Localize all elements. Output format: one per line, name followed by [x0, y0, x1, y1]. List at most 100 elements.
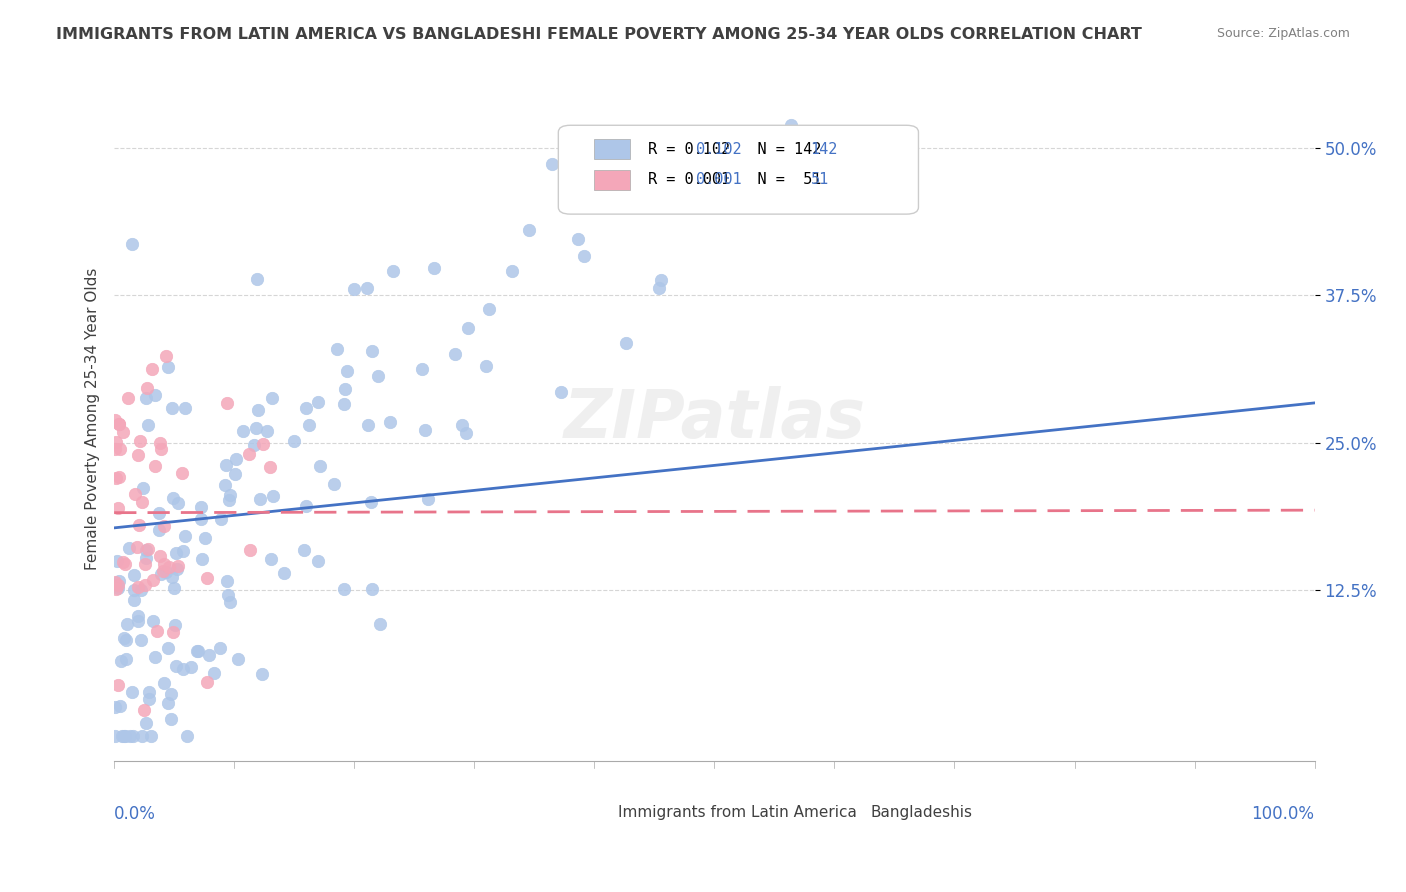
- Point: [112, 555, 135, 569]
- Point: [162, 491, 184, 506]
- Point: [659, 133, 682, 147]
- Point: [165, 618, 187, 632]
- Point: [475, 359, 498, 373]
- Point: [628, 173, 651, 187]
- Point: [174, 529, 197, 543]
- Point: [127, 609, 149, 624]
- Point: [149, 435, 172, 450]
- Point: [336, 364, 359, 378]
- Text: Bangladeshis: Bangladeshis: [870, 805, 973, 820]
- Point: [198, 648, 221, 662]
- Point: [217, 396, 239, 410]
- Point: [239, 542, 262, 557]
- Point: [326, 343, 349, 357]
- Point: [114, 558, 136, 572]
- Point: [294, 499, 316, 513]
- Point: [381, 264, 404, 278]
- Point: [120, 729, 142, 743]
- Point: [121, 685, 143, 699]
- Point: [333, 382, 356, 396]
- Point: [122, 583, 145, 598]
- Point: [108, 698, 131, 713]
- Point: [104, 729, 127, 743]
- Point: [246, 402, 269, 417]
- Point: [779, 118, 801, 132]
- Point: [224, 467, 246, 482]
- Point: [108, 574, 131, 589]
- Point: [127, 581, 149, 595]
- Point: [215, 458, 238, 472]
- Point: [190, 512, 212, 526]
- Point: [454, 425, 477, 440]
- Bar: [576, 798, 606, 826]
- Point: [283, 434, 305, 449]
- Point: [114, 729, 136, 743]
- Point: [143, 459, 166, 474]
- Point: [129, 434, 152, 449]
- Point: [155, 565, 177, 579]
- Point: [411, 361, 433, 376]
- Point: [150, 442, 173, 457]
- Point: [202, 666, 225, 681]
- Point: [218, 493, 240, 508]
- Point: [648, 280, 671, 294]
- Point: [252, 436, 274, 450]
- Point: [157, 560, 180, 574]
- Point: [117, 541, 139, 556]
- Point: [191, 552, 214, 566]
- Point: [187, 644, 209, 658]
- Point: [162, 570, 184, 584]
- Point: [256, 424, 278, 438]
- Point: [416, 491, 439, 506]
- Point: [105, 470, 128, 484]
- Point: [197, 571, 219, 585]
- Point: [134, 558, 156, 572]
- Point: [131, 495, 153, 509]
- Point: [186, 644, 208, 658]
- Point: [132, 703, 155, 717]
- Point: [104, 413, 127, 427]
- Point: [129, 583, 152, 598]
- Point: [260, 552, 283, 566]
- Point: [148, 523, 170, 537]
- Point: [357, 418, 380, 433]
- Point: [273, 566, 295, 580]
- Point: [443, 347, 465, 361]
- Point: [243, 438, 266, 452]
- Point: [135, 543, 157, 558]
- Text: 142: 142: [810, 142, 838, 157]
- Point: [107, 501, 129, 516]
- Point: [124, 593, 146, 607]
- Text: Source: ZipAtlas.com: Source: ZipAtlas.com: [1216, 27, 1350, 40]
- FancyBboxPatch shape: [558, 125, 918, 214]
- Point: [131, 729, 153, 743]
- Text: 0.0%: 0.0%: [114, 805, 156, 823]
- Point: [238, 447, 260, 461]
- Point: [219, 595, 242, 609]
- Point: [298, 417, 321, 432]
- Point: [105, 435, 128, 450]
- Point: [451, 417, 474, 432]
- Point: [457, 321, 479, 335]
- Point: [367, 368, 389, 383]
- Point: [145, 624, 167, 638]
- Point: [501, 264, 523, 278]
- Point: [167, 558, 190, 573]
- Point: [152, 675, 174, 690]
- Point: [550, 384, 572, 399]
- Point: [195, 674, 218, 689]
- Point: [148, 506, 170, 520]
- Point: [107, 554, 129, 568]
- Point: [141, 361, 163, 376]
- Point: [225, 451, 247, 466]
- Point: [173, 401, 195, 415]
- Point: [172, 544, 194, 558]
- Point: [142, 614, 165, 628]
- Text: R = 0.102   N = 142: R = 0.102 N = 142: [648, 142, 821, 157]
- Point: [165, 546, 187, 560]
- Point: [156, 640, 179, 655]
- Point: [413, 423, 436, 437]
- Point: [138, 692, 160, 706]
- Text: R = 0.001   N =  51: R = 0.001 N = 51: [648, 172, 821, 187]
- Point: [122, 568, 145, 582]
